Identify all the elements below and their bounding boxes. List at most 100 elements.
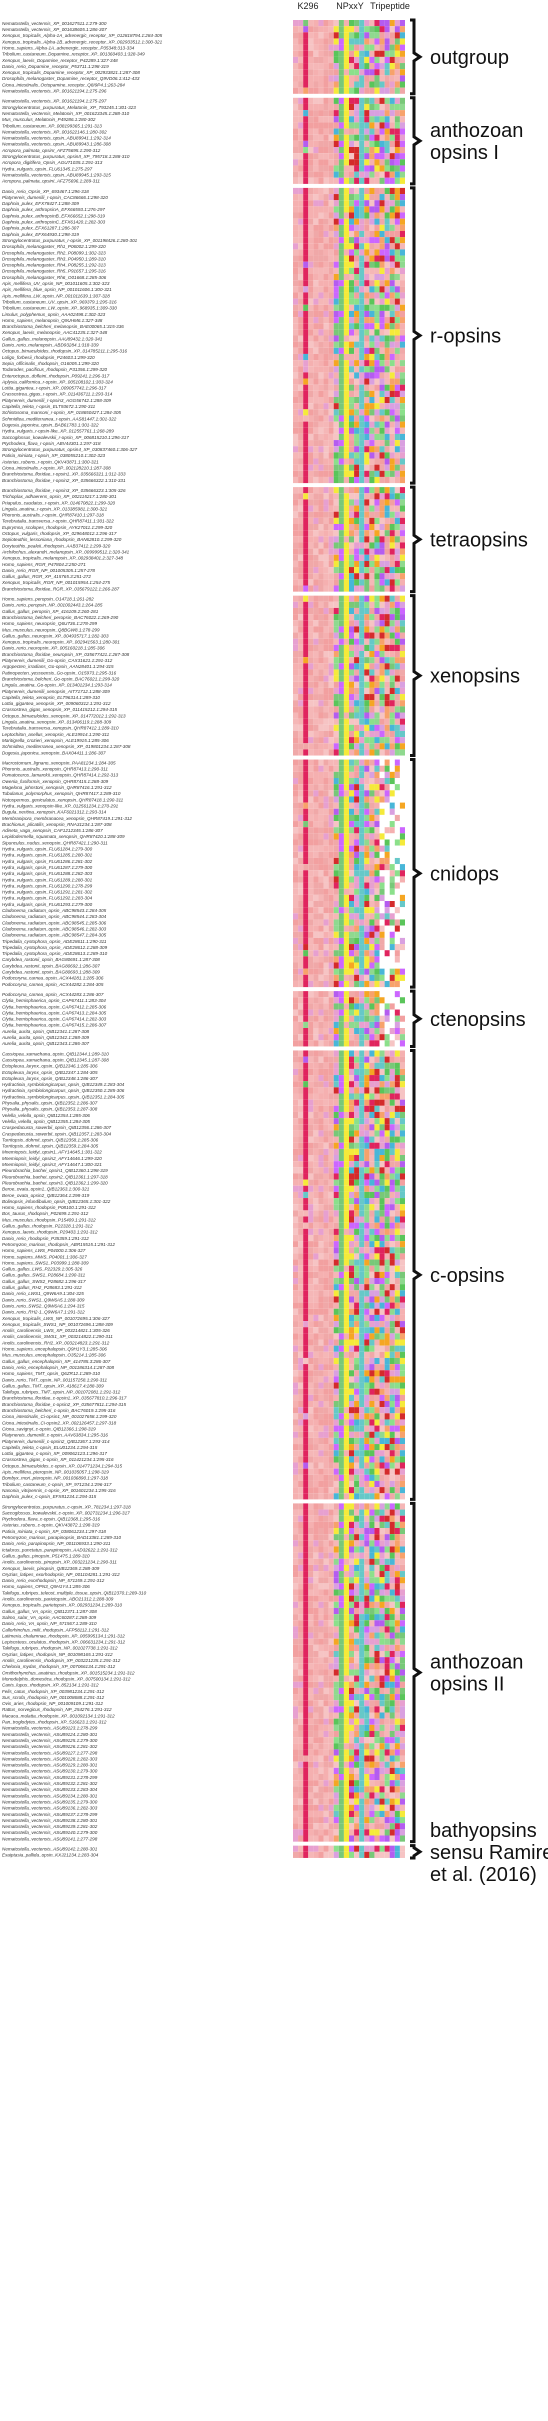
residue-cell <box>338 1081 344 1088</box>
residue-cell <box>399 1204 405 1211</box>
residue-cell <box>298 452 304 459</box>
residue-cell <box>323 26 329 33</box>
residue-cell <box>384 134 390 141</box>
residue-cell <box>374 765 380 772</box>
residue-cell <box>293 712 299 719</box>
residue-cell <box>364 888 370 895</box>
residue-cell <box>389 452 395 459</box>
residue-cell <box>369 560 375 568</box>
residue-cell <box>369 585 375 592</box>
residue-cell <box>318 230 324 238</box>
residue-cell <box>369 681 375 688</box>
residue-cell <box>349 784 355 791</box>
alignment-row <box>293 75 405 82</box>
alignment-row <box>293 511 405 518</box>
residue-cell <box>359 1296 365 1303</box>
residue-cell <box>308 857 314 865</box>
residue-cell <box>323 1185 329 1192</box>
residue-cell <box>308 1271 314 1278</box>
residue-cell <box>374 542 380 549</box>
residue-cell <box>364 712 370 719</box>
residue-cell <box>394 548 400 555</box>
residue-cell <box>384 1296 390 1303</box>
residue-cell <box>394 778 400 785</box>
sequence-name: Oryzias_latipes_exorhodopsin_NP_00110428… <box>2 1572 120 1577</box>
residue-cell <box>303 700 309 707</box>
residue-cell <box>293 548 299 555</box>
residue-cell <box>354 614 360 621</box>
sequence-name: Xenopus_tropicalis_Dopamine_receptor_XP_… <box>1 70 140 75</box>
sequence-name: Hydractinia_symbiolongicarpus_opsin_QIB1… <box>2 1088 125 1093</box>
residue-cell <box>359 517 365 524</box>
residue-cell <box>354 626 360 633</box>
residue-cell <box>333 651 339 658</box>
residue-cell <box>394 524 400 531</box>
residue-cell <box>313 403 319 410</box>
residue-cell <box>364 329 370 336</box>
residue-cell <box>379 26 385 33</box>
sequence-name: Capitella_teleta_xenopsin_ELT96314.1:289… <box>2 695 100 700</box>
residue-cell <box>333 579 339 586</box>
residue-cell <box>333 304 339 311</box>
residue-cell <box>328 1148 334 1155</box>
residue-cell <box>318 567 324 574</box>
residue-cell <box>313 1124 319 1131</box>
residue-cell <box>298 212 304 219</box>
residue-cell <box>298 317 304 324</box>
residue-cell <box>384 950 390 957</box>
residue-cell <box>349 347 355 354</box>
residue-cell <box>298 224 304 231</box>
residue-cell <box>364 200 370 207</box>
residue-cell <box>308 724 314 731</box>
alignment-row <box>293 177 405 184</box>
residue-cell <box>328 200 334 207</box>
residue-cell <box>374 821 380 828</box>
sequence-name: Gallus_gallus_melanopsin_AAU89432.1:320-… <box>2 336 103 341</box>
residue-cell <box>328 32 334 39</box>
residue-cell <box>323 499 329 506</box>
residue-cell <box>328 292 334 299</box>
residue-cell <box>364 784 370 791</box>
residue-cell <box>333 1290 339 1297</box>
residue-cell <box>323 870 329 877</box>
residue-cell <box>379 280 385 287</box>
residue-cell <box>323 147 329 154</box>
residue-cell <box>328 298 334 305</box>
residue-cell <box>379 243 385 250</box>
alignment-row <box>293 310 405 318</box>
residue-cell <box>374 1284 380 1291</box>
residue-cell <box>379 907 385 914</box>
residue-cell <box>293 1204 299 1211</box>
residue-cell <box>313 212 319 219</box>
residue-cell <box>369 75 375 82</box>
residue-cell <box>349 341 355 348</box>
residue-cell <box>359 310 365 318</box>
residue-cell <box>298 323 304 330</box>
residue-cell <box>308 1034 314 1041</box>
residue-cell <box>338 1003 344 1010</box>
alignment-row <box>293 1155 405 1162</box>
residue-cell <box>308 870 314 877</box>
residue-cell <box>394 1284 400 1291</box>
residue-cell <box>379 1130 385 1137</box>
residue-cell <box>369 1087 375 1094</box>
residue-cell <box>343 464 349 471</box>
residue-cell <box>354 323 360 330</box>
residue-cell <box>323 1228 329 1235</box>
residue-cell <box>384 1198 390 1205</box>
residue-cell <box>399 870 405 877</box>
residue-cell <box>313 530 319 537</box>
residue-cell <box>298 1148 304 1155</box>
residue-cell <box>349 26 355 33</box>
residue-cell <box>354 579 360 586</box>
residue-cell <box>303 1247 309 1254</box>
residue-cell <box>308 944 314 951</box>
residue-cell <box>364 1081 370 1088</box>
residue-cell <box>364 530 370 537</box>
residue-cell <box>308 1204 314 1211</box>
residue-cell <box>308 675 314 682</box>
residue-cell <box>333 901 339 908</box>
residue-cell <box>379 1015 385 1022</box>
residue-cell <box>354 390 360 397</box>
residue-cell <box>343 937 349 945</box>
